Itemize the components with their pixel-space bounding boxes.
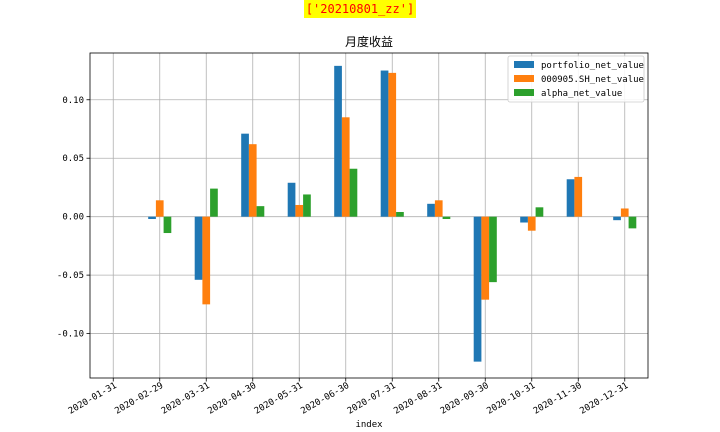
bar-000905.SH_net_value-2020-09-30 (481, 216, 490, 300)
plot-frame (89, 52, 649, 379)
x-tick-label: 2020-06-30 (299, 381, 351, 417)
bars (148, 65, 637, 362)
bar-portfolio_net_value-2020-09-30 (473, 216, 482, 362)
bar-portfolio_net_value-2020-02-29 (148, 216, 156, 220)
bar-000905.SH_net_value-2020-02-29 (155, 200, 164, 217)
x-tick-label: 2020-10-31 (485, 381, 537, 417)
bar-portfolio_net_value-2020-11-30 (566, 179, 575, 217)
bar-alpha_net_value-2020-04-30 (256, 206, 265, 217)
y-tick-label: 0.00 (62, 213, 84, 223)
x-tick-label: 2020-12-31 (578, 381, 630, 417)
bar-000905.SH_net_value-2020-07-31 (388, 72, 397, 217)
bar-000905.SH_net_value-2020-06-30 (341, 117, 350, 217)
y-axis: -0.10 -0.05 0.00 0.05 0.10 (57, 96, 90, 340)
bar-alpha_net_value-2020-08-31 (442, 216, 451, 220)
bar-000905.SH_net_value-2020-05-31 (295, 204, 304, 217)
legend-label-alpha_net_value: alpha_net_value (541, 89, 622, 99)
x-tick-label: 2020-07-31 (346, 381, 398, 417)
legend-swatch-portfolio_net_value (514, 61, 534, 68)
legend-swatch-alpha_net_value (514, 89, 534, 96)
x-tick-label: 2020-09-30 (439, 381, 491, 417)
bar-alpha_net_value-2020-07-31 (396, 211, 404, 217)
x-axis: 2020-01-312020-02-292020-03-312020-04-30… (67, 378, 630, 417)
bar-portfolio_net_value-2020-05-31 (287, 182, 296, 217)
bar-alpha_net_value-2020-02-29 (163, 216, 172, 234)
x-tick-label: 2020-05-31 (253, 381, 305, 417)
x-tick-label: 2020-01-31 (67, 381, 119, 417)
legend-box (507, 55, 645, 103)
bar-portfolio_net_value-2020-06-30 (334, 65, 342, 217)
x-tick-label: 2020-03-31 (160, 381, 212, 417)
x-tick-label: 2020-11-30 (532, 381, 584, 417)
chart-title: 月度收益 (345, 34, 393, 49)
bar-alpha_net_value-2020-09-30 (489, 216, 497, 283)
bar-alpha_net_value-2020-06-30 (349, 168, 358, 217)
bar-portfolio_net_value-2020-04-30 (241, 133, 249, 217)
bar-portfolio_net_value-2020-08-31 (427, 203, 435, 217)
bar-000905.SH_net_value-2020-04-30 (248, 144, 257, 217)
x-tick-label: 2020-08-31 (392, 381, 444, 417)
bar-alpha_net_value-2020-03-31 (210, 188, 218, 217)
bar-portfolio_net_value-2020-10-31 (520, 216, 528, 223)
y-tick-label: -0.05 (57, 271, 84, 281)
legend[interactable]: portfolio_net_value 000905.SH_net_valueal… (507, 55, 645, 103)
bar-portfolio_net_value-2020-07-31 (380, 70, 389, 217)
y-tick-label: 0.10 (62, 96, 84, 106)
bar-portfolio_net_value-2020-12-31 (613, 216, 621, 221)
bar-portfolio_net_value-2020-03-31 (194, 216, 203, 280)
y-tick-label: -0.10 (57, 330, 84, 340)
x-tick-label: 2020-02-29 (113, 381, 165, 417)
legend-label-portfolio_net_value: portfolio_net_value (541, 61, 644, 71)
run-id-tag: ['20210801_zz'] (304, 0, 416, 18)
x-tick-label: 2020-04-30 (206, 381, 258, 417)
bar-000905.SH_net_value-2020-08-31 (434, 200, 443, 217)
bar-000905.SH_net_value-2020-10-31 (527, 216, 536, 231)
bar-000905.SH_net_value-2020-12-31 (620, 208, 629, 217)
y-tick-label: 0.05 (62, 154, 84, 164)
legend-label-000905.SH_net_value: 000905.SH_net_value (541, 75, 644, 85)
legend-swatch-000905.SH_net_value (514, 75, 534, 82)
bar-alpha_net_value-2020-12-31 (628, 216, 637, 229)
bar-alpha_net_value-2020-05-31 (303, 194, 311, 217)
bar-000905.SH_net_value-2020-11-30 (574, 176, 583, 217)
bar-000905.SH_net_value-2020-03-31 (202, 216, 211, 305)
x-axis-label: index (355, 420, 383, 430)
bar-alpha_net_value-2020-10-31 (535, 207, 544, 217)
